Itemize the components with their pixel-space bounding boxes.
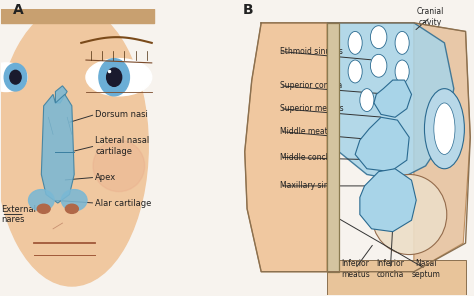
Text: Superior meatus: Superior meatus <box>280 104 344 113</box>
Text: Alar cartilage: Alar cartilage <box>95 199 152 207</box>
Polygon shape <box>327 23 339 272</box>
Text: Superior concha: Superior concha <box>280 81 342 90</box>
Text: Inferior
concha: Inferior concha <box>376 259 404 279</box>
Text: Inferior
meatus: Inferior meatus <box>341 259 370 279</box>
Text: Ethmoid sinuses: Ethmoid sinuses <box>280 47 343 56</box>
Polygon shape <box>374 80 411 117</box>
Circle shape <box>4 63 27 91</box>
Ellipse shape <box>372 174 447 255</box>
Text: External
nares: External nares <box>1 205 36 224</box>
Ellipse shape <box>93 140 145 192</box>
Circle shape <box>99 59 129 96</box>
Ellipse shape <box>0 6 148 286</box>
Ellipse shape <box>0 63 27 91</box>
Polygon shape <box>245 23 327 272</box>
Text: Maxillary sinus: Maxillary sinus <box>280 181 337 190</box>
Circle shape <box>10 70 21 84</box>
Ellipse shape <box>65 204 78 213</box>
Ellipse shape <box>348 31 362 54</box>
Ellipse shape <box>37 204 50 213</box>
Ellipse shape <box>370 26 387 49</box>
Ellipse shape <box>360 89 374 112</box>
Ellipse shape <box>395 31 409 54</box>
Polygon shape <box>327 23 454 180</box>
Ellipse shape <box>395 60 409 83</box>
Ellipse shape <box>370 54 387 77</box>
Ellipse shape <box>61 189 87 211</box>
Polygon shape <box>55 86 67 103</box>
Circle shape <box>107 68 122 86</box>
Ellipse shape <box>383 89 397 112</box>
Polygon shape <box>414 23 470 272</box>
Text: Dorsum nasi: Dorsum nasi <box>95 110 148 119</box>
Text: Middle concha: Middle concha <box>280 153 335 162</box>
Text: B: B <box>242 3 253 17</box>
Text: Lateral nasal
cartilage: Lateral nasal cartilage <box>95 136 150 156</box>
Text: A: A <box>13 3 24 17</box>
Polygon shape <box>360 169 416 232</box>
Ellipse shape <box>86 59 152 96</box>
Polygon shape <box>355 117 409 172</box>
Ellipse shape <box>348 60 362 83</box>
Text: Apex: Apex <box>95 173 117 182</box>
Ellipse shape <box>434 103 455 155</box>
Ellipse shape <box>424 89 465 169</box>
Polygon shape <box>41 94 74 203</box>
Ellipse shape <box>28 189 54 211</box>
Polygon shape <box>327 260 465 295</box>
Text: Middle meatus: Middle meatus <box>280 127 337 136</box>
Text: Nasal
septum: Nasal septum <box>411 259 440 279</box>
Text: Cranial
cavity: Cranial cavity <box>417 7 444 27</box>
